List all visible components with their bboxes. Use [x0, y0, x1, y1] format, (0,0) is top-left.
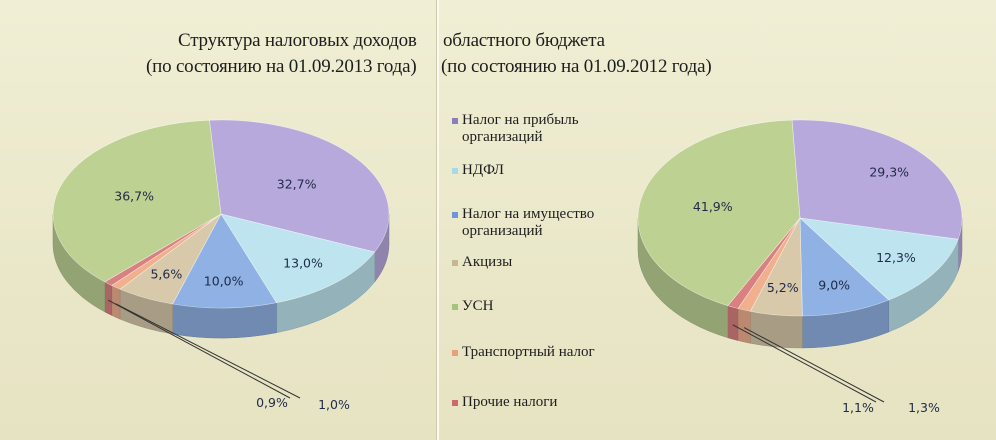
title-left-line2: (по состоянию на 01.09.2013 года) — [146, 56, 417, 77]
slice-label: 1,1% — [842, 400, 874, 415]
pie-slice — [52, 119, 222, 283]
leader-line — [743, 327, 885, 403]
legend-swatch — [452, 304, 458, 310]
slice-label: 12,3% — [876, 250, 916, 265]
legend-item: Налог на прибыль организаций — [452, 112, 612, 146]
pie-slice — [220, 213, 376, 304]
legend-label: НДФЛ — [462, 162, 504, 178]
legend-label: Налог на имущество организаций — [462, 206, 595, 239]
slice-label: 13,0% — [283, 256, 323, 271]
slice-label: 5,2% — [767, 280, 799, 295]
title-right-line2: (по состоянию на 01.09.2012 года) — [441, 56, 712, 77]
legend-label: Транспортный налог — [462, 344, 595, 360]
legend-item: Налог на имущество организаций — [452, 206, 612, 240]
slice-label: 9,0% — [818, 277, 850, 292]
pie-slice — [799, 217, 959, 301]
leader-line — [107, 299, 291, 399]
legend-label: Налог на прибыль организаций — [462, 112, 579, 145]
slice-label: 1,0% — [318, 397, 350, 412]
legend-swatch — [452, 350, 458, 356]
legend-item: Акцизы — [452, 254, 612, 271]
slice-label: 0,9% — [256, 395, 288, 410]
legend-label: Прочие налоги — [462, 394, 558, 410]
pie-side-5 — [727, 305, 739, 341]
legend-swatch — [452, 118, 458, 124]
slice-label: 32,7% — [277, 176, 317, 191]
panel-divider — [436, 0, 439, 440]
legend-swatch — [452, 168, 458, 174]
pie-slice — [791, 119, 963, 240]
title-right-line1: областного бюджета — [443, 30, 605, 51]
legend-item: НДФЛ — [452, 162, 612, 179]
legend-swatch — [452, 400, 458, 406]
leader-line — [732, 324, 877, 403]
pie-slice — [209, 119, 390, 253]
slice-label: 41,9% — [693, 199, 733, 214]
legend-label: УСН — [462, 298, 494, 314]
legend-item: Транспортный налог — [452, 344, 612, 361]
pie-slice — [637, 119, 801, 307]
legend-item: Прочие налоги — [452, 394, 612, 411]
slice-label: 36,7% — [114, 188, 154, 203]
pie-side-4 — [737, 308, 751, 344]
leader-line — [115, 303, 301, 399]
title-left-line1: Структура налоговых доходов — [178, 30, 417, 51]
slice-label: 1,3% — [908, 400, 940, 415]
slice-label: 5,6% — [150, 266, 182, 281]
pie-side-3 — [750, 310, 803, 349]
pie-slice — [172, 213, 277, 309]
legend-item: УСН — [452, 298, 612, 315]
slice-label: 10,0% — [204, 274, 244, 289]
slice-label: 29,3% — [869, 165, 909, 180]
legend-swatch — [452, 260, 458, 266]
legend-label: Акцизы — [462, 254, 513, 270]
pie-slice — [799, 217, 890, 317]
legend-swatch — [452, 212, 458, 218]
